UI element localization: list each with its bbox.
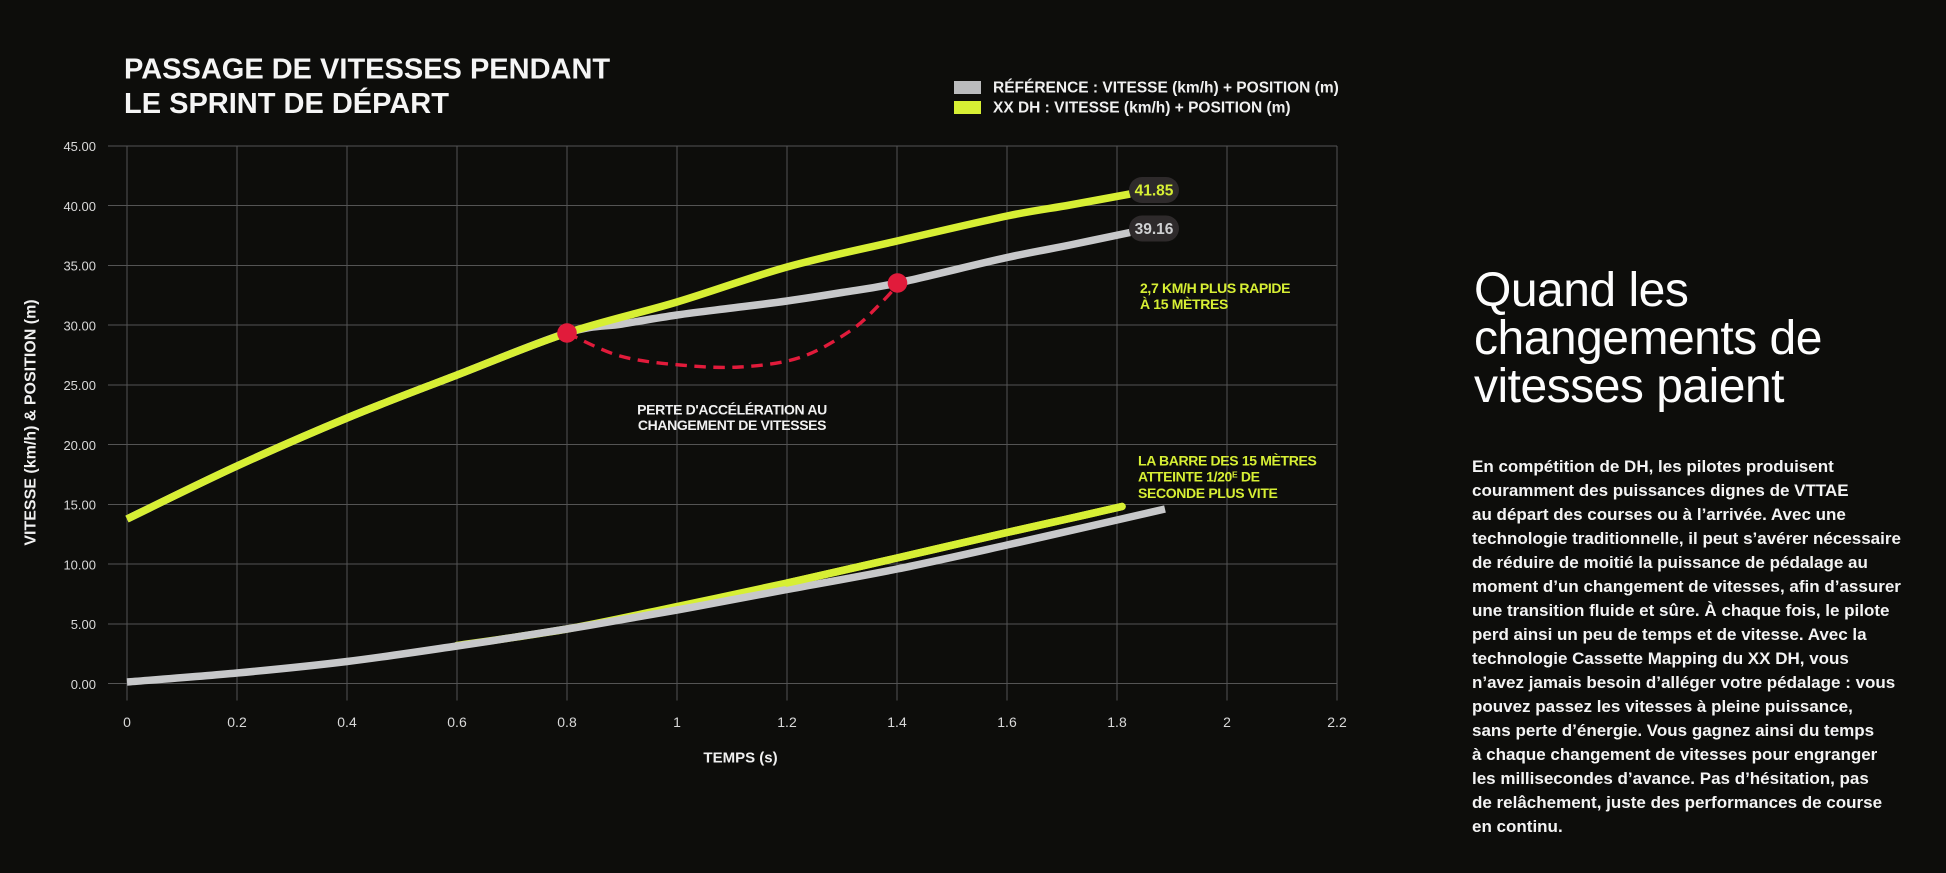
svg-text:1.2: 1.2 [777, 714, 797, 730]
svg-text:45.00: 45.00 [63, 139, 96, 154]
svg-text:10.00: 10.00 [63, 557, 96, 572]
svg-text:ATTEINTE 1/20E DE: ATTEINTE 1/20E DE [1138, 469, 1260, 485]
svg-text:TEMPS (s): TEMPS (s) [703, 750, 777, 767]
svg-text:41.85: 41.85 [1135, 183, 1174, 200]
svg-text:LA BARRE DES 15 MÈTRES: LA BARRE DES 15 MÈTRES [1138, 453, 1316, 469]
svg-text:0.6: 0.6 [447, 714, 467, 730]
svg-text:LE SPRINT DE DÉPART: LE SPRINT DE DÉPART [124, 86, 449, 120]
svg-text:RÉFÉRENCE : VITESSE (km/h) + P: RÉFÉRENCE : VITESSE (km/h) + POSITION (m… [993, 80, 1339, 97]
svg-text:39.16: 39.16 [1135, 221, 1174, 238]
svg-text:SECONDE PLUS VITE: SECONDE PLUS VITE [1138, 485, 1278, 501]
svg-text:0.2: 0.2 [227, 714, 247, 730]
svg-text:2,7 KM/H PLUS RAPIDE: 2,7 KM/H PLUS RAPIDE [1140, 280, 1290, 296]
svg-text:5.00: 5.00 [71, 617, 96, 632]
svg-text:CHANGEMENT DE VITESSES: CHANGEMENT DE VITESSES [638, 417, 826, 433]
svg-text:1.6: 1.6 [997, 714, 1017, 730]
svg-text:XX DH : VITESSE (km/h) + POSIT: XX DH : VITESSE (km/h) + POSITION (m) [993, 100, 1291, 117]
svg-text:1.4: 1.4 [887, 714, 907, 730]
svg-text:PASSAGE DE VITESSES PENDANT: PASSAGE DE VITESSES PENDANT [124, 54, 610, 86]
svg-text:0.8: 0.8 [557, 714, 577, 730]
svg-text:0: 0 [123, 714, 131, 730]
svg-text:À 15 MÈTRES: À 15 MÈTRES [1140, 296, 1228, 312]
svg-text:1.8: 1.8 [1107, 714, 1127, 730]
svg-text:2: 2 [1223, 714, 1231, 730]
svg-text:PERTE D'ACCÉLÉRATION AU: PERTE D'ACCÉLÉRATION AU [637, 402, 827, 418]
svg-text:40.00: 40.00 [63, 199, 96, 214]
svg-text:0.4: 0.4 [337, 714, 357, 730]
svg-text:VITESSE (km/h) & POSITION (m): VITESSE (km/h) & POSITION (m) [23, 299, 40, 545]
svg-text:15.00: 15.00 [63, 498, 96, 513]
svg-text:20.00: 20.00 [63, 438, 96, 453]
svg-text:30.00: 30.00 [63, 318, 96, 333]
svg-text:2.2: 2.2 [1327, 714, 1347, 730]
svg-text:35.00: 35.00 [63, 259, 96, 274]
svg-text:0.00: 0.00 [71, 677, 96, 692]
svg-text:25.00: 25.00 [63, 378, 96, 393]
svg-text:1: 1 [673, 714, 681, 730]
